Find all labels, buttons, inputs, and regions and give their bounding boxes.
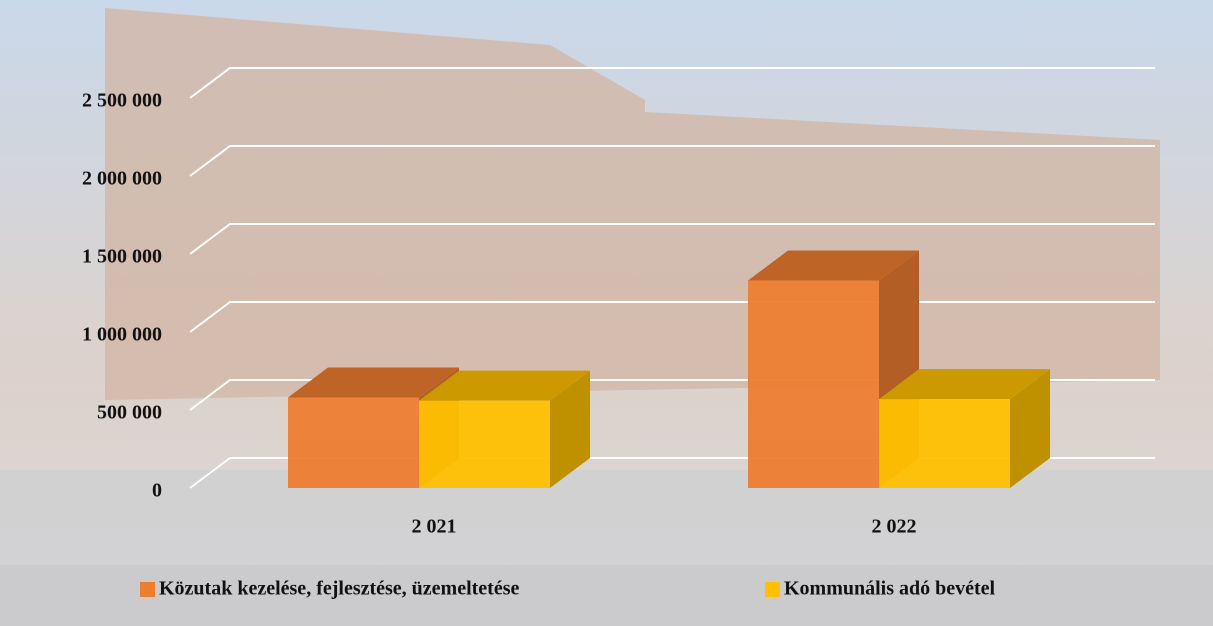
legend-swatch xyxy=(140,582,155,597)
chart: 0 500 000 1 000 000 1 500 000 2 000 000 2 500… xyxy=(0,0,1213,626)
legend-label: Kommunális adó bevétel xyxy=(784,578,996,600)
bar xyxy=(288,398,419,488)
y-tick-label: 500 000 xyxy=(97,402,162,424)
y-tick-label: 1 000 000 xyxy=(82,324,162,346)
y-tick-label: 0 xyxy=(152,480,162,502)
bar xyxy=(748,281,879,488)
y-tick-label: 1 500 000 xyxy=(82,246,162,268)
y-tick-label: 2 000 000 xyxy=(82,168,162,190)
legend-label: Közutak kezelése, fejlesztése, üzemeltet… xyxy=(159,578,520,600)
x-tick-label: 2 021 xyxy=(412,516,457,538)
x-tick-label: 2 022 xyxy=(872,516,917,538)
bar xyxy=(879,399,1010,488)
y-tick-label: 2 500 000 xyxy=(82,90,162,112)
bar xyxy=(419,401,550,488)
legend-swatch xyxy=(765,582,780,597)
